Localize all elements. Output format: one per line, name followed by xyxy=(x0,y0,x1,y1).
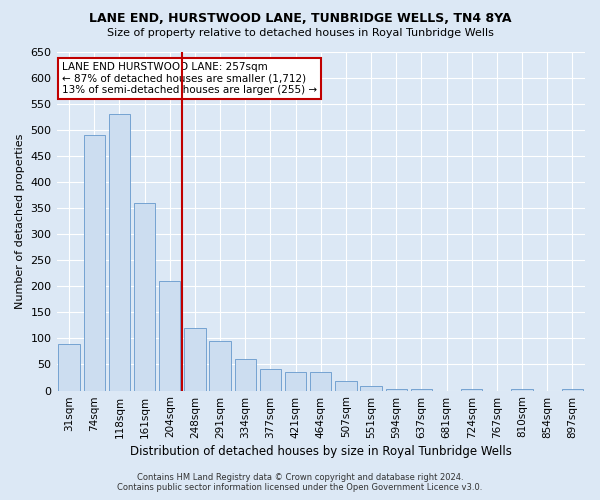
Bar xyxy=(562,389,583,390)
Bar xyxy=(134,203,155,390)
Bar xyxy=(461,389,482,390)
Bar xyxy=(361,386,382,390)
Text: Size of property relative to detached houses in Royal Tunbridge Wells: Size of property relative to detached ho… xyxy=(107,28,493,38)
Text: Contains HM Land Registry data © Crown copyright and database right 2024.
Contai: Contains HM Land Registry data © Crown c… xyxy=(118,473,482,492)
Bar xyxy=(209,341,231,390)
Bar xyxy=(386,389,407,390)
X-axis label: Distribution of detached houses by size in Royal Tunbridge Wells: Distribution of detached houses by size … xyxy=(130,444,512,458)
Text: LANE END, HURSTWOOD LANE, TUNBRIDGE WELLS, TN4 8YA: LANE END, HURSTWOOD LANE, TUNBRIDGE WELL… xyxy=(89,12,511,26)
Bar xyxy=(511,389,533,390)
Bar xyxy=(159,281,181,390)
Bar xyxy=(184,328,206,390)
Bar xyxy=(235,360,256,390)
Bar xyxy=(310,372,331,390)
Bar xyxy=(285,372,307,390)
Text: LANE END HURSTWOOD LANE: 257sqm
← 87% of detached houses are smaller (1,712)
13%: LANE END HURSTWOOD LANE: 257sqm ← 87% of… xyxy=(62,62,317,95)
Bar xyxy=(335,381,356,390)
Bar xyxy=(260,368,281,390)
Bar xyxy=(58,344,80,390)
Bar xyxy=(83,135,105,390)
Y-axis label: Number of detached properties: Number of detached properties xyxy=(15,134,25,308)
Bar xyxy=(411,389,432,390)
Bar xyxy=(109,114,130,390)
